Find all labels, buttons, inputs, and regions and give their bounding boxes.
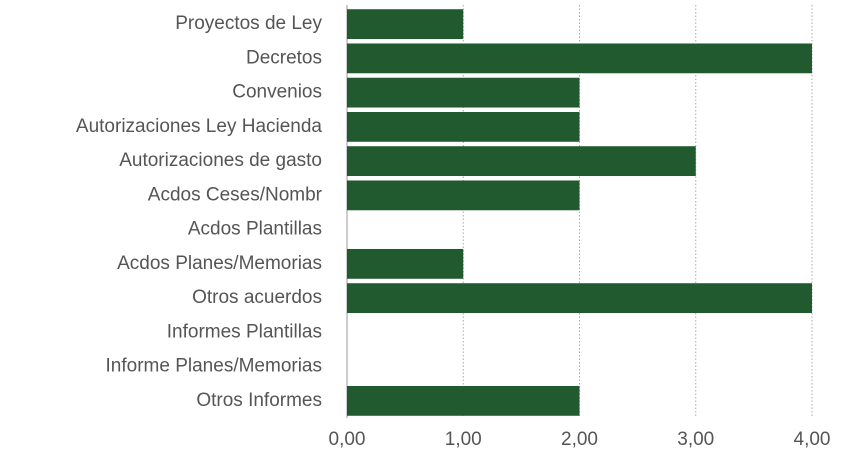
y-tick-label: Autorizaciones Ley Hacienda: [76, 116, 323, 137]
bar: [347, 283, 812, 314]
bar: [347, 111, 580, 142]
x-tick-label: 2,00: [561, 429, 598, 450]
y-tick-label: Otros acuerdos: [192, 287, 322, 308]
bar: [347, 180, 580, 211]
y-tick-label: Informe Planes/Memorias: [106, 356, 322, 377]
y-tick-label: Otros Informes: [196, 390, 322, 411]
y-tick-label: Acdos Planes/Memorias: [117, 253, 322, 274]
y-tick-label: Autorizaciones de gasto: [119, 150, 322, 171]
y-tick-label: Proyectos de Ley: [175, 13, 322, 34]
x-tick-label: 0,00: [329, 429, 366, 450]
x-tick-label: 1,00: [445, 429, 482, 450]
y-tick-label: Acdos Ceses/Nombr: [148, 184, 323, 205]
bar: [347, 248, 464, 279]
bar: [347, 43, 812, 74]
bar: [347, 77, 580, 108]
y-tick-label: Convenios: [232, 82, 322, 103]
bar: [347, 9, 464, 40]
y-tick-label: Acdos Plantillas: [188, 219, 322, 240]
bar: [347, 385, 580, 416]
bar: [347, 146, 696, 177]
x-tick-label: 3,00: [677, 429, 714, 450]
x-tick-label: 4,00: [794, 429, 831, 450]
y-tick-label: Decretos: [246, 47, 322, 68]
y-tick-label: Informes Plantillas: [167, 321, 322, 342]
